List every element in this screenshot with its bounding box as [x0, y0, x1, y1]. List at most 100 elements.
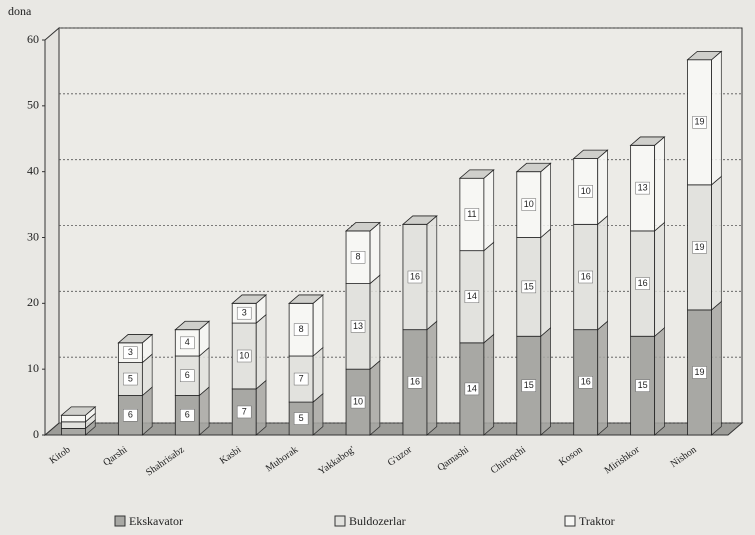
label-box — [236, 349, 252, 363]
bar-side — [426, 320, 438, 436]
data-label: 4 — [185, 337, 190, 347]
x-tick-label: Muborak — [264, 444, 300, 474]
label-box — [692, 241, 707, 254]
x-tick-label: Yakkabog' — [316, 444, 357, 477]
bar-top — [686, 50, 723, 61]
y-tick-label: 60 — [27, 32, 39, 46]
bar-side — [540, 228, 551, 338]
data-label: 16 — [581, 271, 591, 281]
data-label: 3 — [128, 347, 133, 357]
x-tick-label: Nishon — [669, 444, 699, 470]
data-label: 15 — [524, 281, 534, 291]
data-label: 13 — [638, 183, 648, 193]
bar-side — [255, 313, 267, 390]
label-box — [293, 372, 309, 386]
x-tick-label: Qarshi — [101, 444, 129, 468]
bar-side — [711, 175, 722, 311]
data-label: 10 — [239, 350, 249, 360]
data-label: 19 — [695, 367, 705, 377]
bar-top — [458, 169, 495, 179]
legend-swatch — [114, 515, 126, 527]
bar-side — [312, 346, 324, 403]
y-axis-label: dona — [8, 4, 32, 18]
bar-side — [369, 359, 381, 436]
data-label: 10 — [353, 396, 363, 406]
data-label: 14 — [467, 291, 477, 301]
data-label: 6 — [185, 370, 190, 380]
label-box — [123, 346, 138, 359]
bar-side — [597, 320, 608, 436]
bar-side — [483, 333, 495, 436]
legend-swatch — [564, 515, 576, 527]
label-box — [293, 412, 309, 425]
label-box — [521, 280, 537, 294]
label-box — [578, 376, 593, 389]
data-label: 6 — [185, 410, 190, 420]
label-box — [293, 323, 309, 336]
data-label: 10 — [524, 199, 534, 209]
bar-side — [540, 326, 551, 436]
label-box — [236, 306, 252, 320]
data-label: 5 — [128, 373, 133, 383]
bar-side — [597, 149, 608, 226]
bar-top — [174, 320, 211, 331]
data-label: 5 — [299, 413, 304, 423]
y-tick-label: 0 — [33, 427, 39, 441]
x-tick-label: Koson — [557, 444, 585, 468]
bar-segment — [402, 320, 438, 436]
bar-segment — [630, 326, 665, 436]
label-box — [464, 208, 480, 221]
bar-front — [61, 421, 86, 429]
label-box — [635, 181, 650, 195]
bar-top — [117, 334, 154, 344]
bar-top — [288, 294, 325, 304]
bar-side — [597, 215, 608, 331]
label-box — [236, 405, 252, 419]
y-tick-label: 40 — [27, 163, 39, 177]
data-label: 15 — [638, 380, 648, 390]
legend-swatch — [334, 515, 346, 527]
data-label: 16 — [638, 278, 648, 288]
y-tick-label: 20 — [27, 295, 39, 309]
bar-side — [369, 221, 381, 285]
label-box — [692, 116, 707, 129]
bar-side — [483, 168, 495, 252]
bar-top — [572, 149, 609, 159]
x-tick-label: Kitob — [48, 444, 73, 466]
bar-segment — [687, 300, 722, 436]
y-tick-label: 10 — [27, 361, 39, 375]
data-label: 14 — [467, 383, 477, 393]
data-label: 13 — [353, 321, 363, 331]
bar-segment — [516, 228, 551, 338]
bar-side — [711, 50, 722, 186]
x-tick-label: Qamashi — [435, 444, 471, 474]
data-label: 15 — [524, 380, 534, 390]
bar-segment — [459, 168, 495, 252]
bar-side — [426, 215, 438, 331]
bar-front — [61, 414, 86, 423]
data-label: 19 — [695, 117, 705, 127]
bar-side — [540, 162, 551, 239]
data-label: 10 — [581, 186, 591, 196]
bar-side — [369, 274, 381, 371]
legend-label: Ekskavator — [129, 514, 183, 528]
data-label: 16 — [410, 271, 420, 281]
label-box — [521, 198, 537, 211]
bar-segment — [231, 379, 267, 436]
bar-segment — [345, 274, 381, 371]
bar-top — [60, 406, 97, 416]
data-label: 16 — [410, 377, 420, 387]
y-tick-label: 30 — [27, 229, 39, 243]
data-label: 3 — [242, 308, 247, 318]
label-box — [407, 270, 423, 284]
label-box — [692, 366, 707, 379]
data-label: 8 — [356, 252, 361, 262]
data-label: 11 — [467, 209, 476, 219]
bar-top — [515, 162, 552, 173]
label-box — [350, 395, 366, 409]
label-box — [123, 409, 138, 422]
label-box — [350, 251, 366, 264]
label-box — [350, 320, 366, 333]
label-box — [180, 336, 195, 350]
